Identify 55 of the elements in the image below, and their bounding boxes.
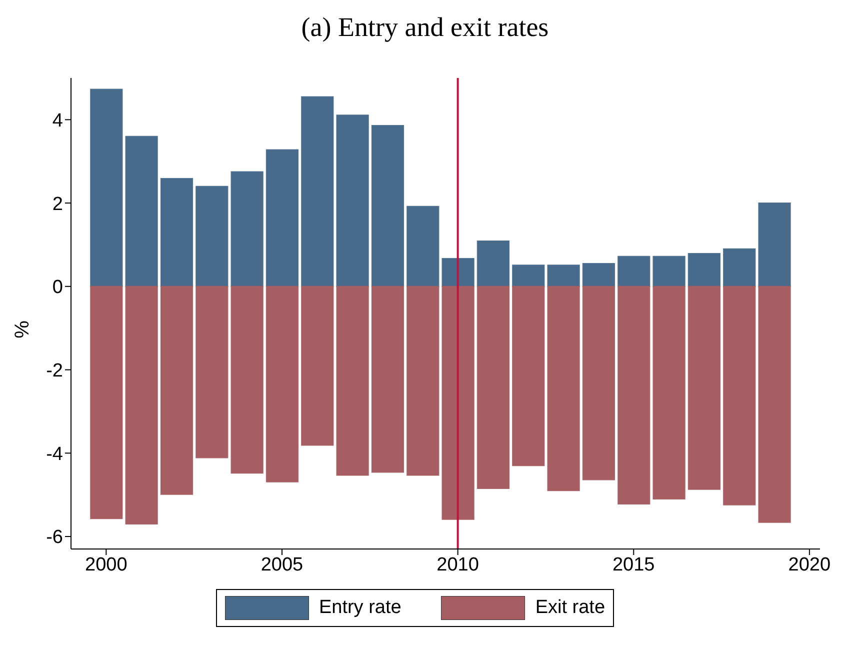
bar: [758, 286, 791, 523]
bar: [406, 286, 440, 476]
y-tick-label: 2: [52, 194, 63, 215]
bar: [652, 286, 686, 500]
bar: [547, 264, 580, 287]
bar: [196, 186, 228, 287]
bar: [406, 206, 440, 287]
y-tick-label: -6: [46, 527, 63, 548]
bar: [266, 286, 299, 482]
bar: [618, 286, 650, 504]
legend-label: Entry rate: [318, 597, 402, 619]
bar: [336, 114, 369, 287]
bar: [160, 286, 194, 495]
x-tick-label: 2000: [85, 554, 128, 576]
bar: [160, 178, 194, 287]
bar: [125, 286, 158, 524]
legend-label: Exit rate: [535, 597, 606, 619]
y-tick-label: 0: [52, 277, 63, 298]
bar: [688, 286, 721, 490]
x-tick-label: 2010: [436, 554, 479, 576]
bar: [90, 88, 123, 287]
bar: [512, 286, 545, 466]
y-tick-label: 4: [52, 110, 64, 132]
y-tick-label: -2: [46, 360, 63, 382]
y-tick-label: -4: [46, 444, 64, 465]
bar: [301, 286, 334, 446]
bar: [582, 262, 616, 287]
bar: [582, 286, 616, 480]
bar: [512, 264, 545, 287]
bar: [371, 125, 404, 287]
bar: [442, 286, 474, 520]
x-tick-label: 2020: [788, 554, 831, 576]
bar: [723, 286, 756, 506]
y-axis-title: %: [11, 320, 34, 338]
bar: [230, 286, 264, 474]
bar: [230, 171, 264, 287]
bar: [266, 149, 299, 287]
x-tick-label: 2005: [260, 554, 304, 576]
chart-title: (a) Entry and exit rates: [300, 12, 550, 43]
bar: [336, 286, 369, 476]
bar: [301, 96, 334, 287]
bar: [547, 286, 580, 492]
bar: [125, 136, 158, 287]
bar: [196, 286, 228, 458]
bar: [371, 286, 404, 473]
bar: [618, 256, 650, 287]
bar: [476, 240, 510, 287]
bar: [688, 252, 721, 287]
x-tick-label: 2015: [612, 554, 655, 576]
bar: [442, 258, 474, 287]
bar: [758, 202, 791, 287]
bar: [90, 286, 123, 520]
bar: [476, 286, 510, 490]
bar: [723, 248, 756, 287]
bar: [652, 256, 686, 287]
